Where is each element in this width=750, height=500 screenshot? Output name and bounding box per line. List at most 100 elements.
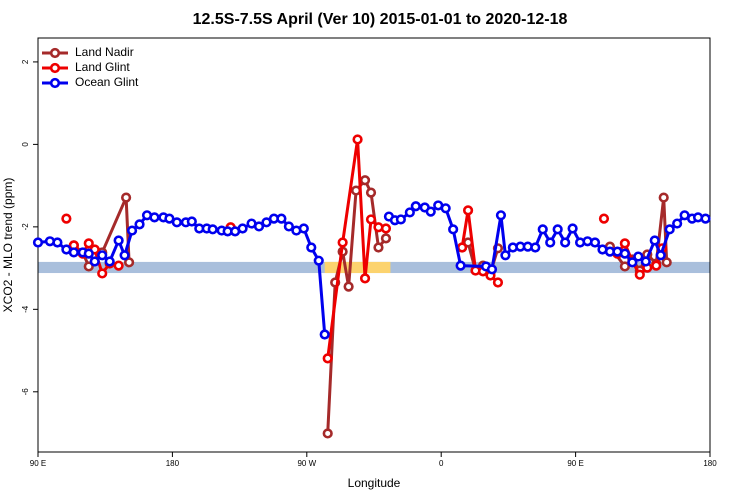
y-tick-label: 0 (21, 142, 30, 147)
data-point (322, 353, 333, 364)
data-point (83, 248, 94, 259)
series-line (72, 137, 664, 359)
data-point (545, 237, 556, 248)
data-point (276, 213, 287, 224)
data-point (97, 268, 108, 279)
legend-marker (49, 62, 61, 74)
data-point (530, 242, 541, 253)
y-tick-label: -2 (21, 223, 30, 231)
data-point (633, 251, 644, 262)
data-point (253, 221, 265, 232)
data-point (261, 217, 272, 228)
data-point (306, 242, 317, 253)
data-point (359, 273, 371, 284)
data-point (134, 219, 145, 230)
data-point (492, 277, 504, 288)
data-point (373, 242, 384, 253)
data-point (448, 224, 459, 235)
data-point (352, 134, 363, 145)
data-point (560, 237, 571, 248)
x-tick-label: 0 (439, 459, 444, 468)
legend-label: Land Nadir (75, 45, 134, 59)
data-point (68, 247, 79, 258)
data-point (380, 233, 392, 244)
data-point (634, 269, 645, 280)
data-point (298, 223, 309, 234)
data-point (123, 257, 135, 268)
data-point (457, 242, 468, 253)
data-point (113, 235, 124, 246)
data-point (627, 257, 638, 268)
y-tick-label: 2 (21, 59, 30, 64)
data-point (619, 261, 630, 272)
data-point (337, 237, 348, 248)
data-point (313, 255, 324, 266)
data-point (651, 260, 662, 271)
data-point (552, 224, 563, 235)
band (324, 261, 391, 274)
data-point (186, 216, 197, 227)
data-point (380, 223, 392, 234)
data-point (598, 213, 610, 224)
data-point (32, 237, 44, 248)
data-point (237, 223, 248, 234)
data-point (113, 260, 124, 271)
data-point (664, 224, 675, 235)
legend-marker (49, 47, 61, 59)
data-point (319, 329, 330, 340)
data-point (410, 201, 421, 212)
data-point (567, 223, 578, 234)
data-point (440, 203, 451, 214)
data-point (655, 250, 666, 261)
data-point (164, 213, 175, 224)
data-point (171, 217, 182, 228)
data-point (495, 210, 507, 221)
data-point (537, 224, 548, 235)
legend-label: Ocean Glint (75, 75, 139, 89)
x-tick-label: 90 E (30, 459, 46, 468)
data-point (500, 250, 511, 261)
data-point (649, 235, 660, 246)
data-point (365, 214, 377, 225)
data-point (661, 257, 672, 268)
x-tick-label: 90 E (567, 459, 583, 468)
data-point (365, 187, 377, 198)
y-axis-label: XCO2 - MLO trend (ppm) (1, 178, 15, 313)
data-point (455, 260, 466, 271)
y-tick-label: -4 (21, 305, 30, 313)
data-point (589, 237, 601, 248)
data-point (149, 212, 160, 223)
x-tick-label: 180 (703, 459, 717, 468)
data-point (404, 207, 415, 218)
data-point (207, 224, 218, 235)
data-point (700, 213, 711, 224)
legend-label: Land Glint (75, 60, 130, 74)
data-point (97, 250, 108, 261)
data-point (89, 256, 100, 267)
data-point (126, 225, 138, 236)
x-tick-label: 180 (166, 459, 180, 468)
data-point (425, 206, 436, 217)
data-point (395, 214, 406, 225)
data-point (52, 237, 63, 248)
data-point (61, 213, 72, 224)
x-axis-label: Longitude (348, 476, 401, 490)
data-point (462, 205, 474, 216)
data-point (283, 221, 294, 232)
data-point (121, 192, 132, 203)
data-point (83, 238, 94, 249)
chart-title: 12.5S-7.5S April (Ver 10) 2015-01-01 to … (193, 11, 568, 28)
legend-marker (49, 77, 61, 89)
y-tick-label: -6 (21, 388, 30, 396)
data-point (119, 250, 130, 261)
data-point (619, 248, 630, 259)
data-point (104, 256, 115, 267)
data-point (658, 192, 669, 203)
data-point (619, 238, 630, 249)
x-tick-label: 90 W (297, 459, 316, 468)
data-point (359, 175, 371, 186)
data-point (672, 218, 683, 229)
data-point (343, 281, 354, 292)
data-point (322, 428, 333, 439)
